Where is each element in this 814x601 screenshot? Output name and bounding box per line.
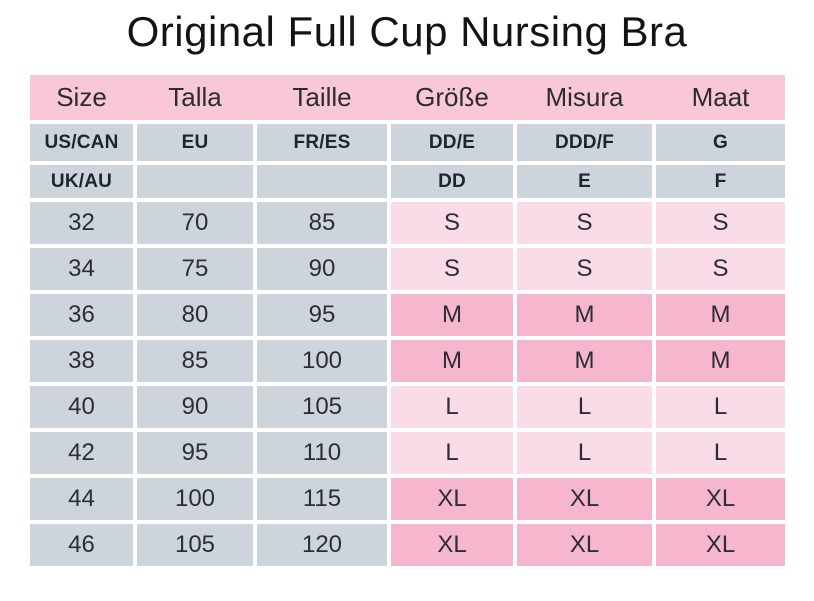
band-size-cell: 75 [137,248,253,290]
garment-size-cell: M [656,340,785,382]
band-size-cell: 95 [257,294,387,336]
garment-size-cell: M [391,294,513,336]
band-size-cell: 110 [257,432,387,474]
region-cell: UK/AU [30,165,133,198]
band-size-cell: 32 [30,202,133,244]
col-header-maat: Maat [691,82,750,112]
garment-size-cell: S [391,248,513,290]
band-size-cell: 85 [257,202,387,244]
col-header-size: Size [56,82,107,112]
garment-size-cell: XL [517,478,652,520]
cup-size-cell: F [656,165,785,198]
band-size-cell: 70 [137,202,253,244]
garment-size-cell: L [656,386,785,428]
cup-size-cell: DD/E [391,124,513,161]
cup-size-cell: E [517,165,652,198]
garment-size-cell: S [391,202,513,244]
empty-cell [257,165,387,198]
band-size-cell: 100 [257,340,387,382]
col-header-misura: Misura [545,82,624,112]
band-size-cell: 34 [30,248,133,290]
cup-size-cell: G [656,124,785,161]
empty-cell [137,165,253,198]
band-size-cell: 85 [137,340,253,382]
garment-size-cell: XL [656,524,785,566]
band-size-cell: 36 [30,294,133,336]
band-size-cell: 105 [137,524,253,566]
garment-size-cell: L [391,386,513,428]
col-header-groesse: Größe [415,82,489,112]
band-size-cell: 42 [30,432,133,474]
garment-size-cell: L [517,432,652,474]
band-size-cell: 120 [257,524,387,566]
band-size-cell: 80 [137,294,253,336]
band-size-cell: 40 [30,386,133,428]
col-header-talla: Talla [168,82,222,112]
band-size-cell: 105 [257,386,387,428]
band-size-cell: 44 [30,478,133,520]
band-size-cell: 90 [257,248,387,290]
cup-size-cell: DDD/F [517,124,652,161]
garment-size-cell: XL [391,524,513,566]
band-size-cell: 95 [137,432,253,474]
garment-size-cell: S [656,248,785,290]
garment-size-cell: M [656,294,785,336]
col-header-taille: Taille [292,82,352,112]
garment-size-cell: S [517,248,652,290]
region-cell: FR/ES [257,124,387,161]
region-cell: US/CAN [30,124,133,161]
garment-size-cell: S [656,202,785,244]
region-cell: EU [137,124,253,161]
band-size-cell: 100 [137,478,253,520]
garment-size-cell: S [517,202,652,244]
band-size-cell: 115 [257,478,387,520]
cup-size-cell: DD [391,165,513,198]
garment-size-cell: M [517,294,652,336]
band-size-cell: 38 [30,340,133,382]
table-header-row: Size Talla Taille Größe Misura Maat [30,75,785,120]
size-chart-table: Size Talla Taille Größe Misura Maat US/C… [30,75,785,566]
page-title: Original Full Cup Nursing Bra [126,8,688,55]
garment-size-cell: XL [656,478,785,520]
size-chart-grid: Size Talla Taille Größe Misura Maat US/C… [30,75,785,566]
garment-size-cell: M [391,340,513,382]
garment-size-cell: XL [517,524,652,566]
band-size-cell: 46 [30,524,133,566]
garment-size-cell: M [517,340,652,382]
garment-size-cell: L [391,432,513,474]
garment-size-cell: L [656,432,785,474]
garment-size-cell: L [517,386,652,428]
band-size-cell: 90 [137,386,253,428]
garment-size-cell: XL [391,478,513,520]
